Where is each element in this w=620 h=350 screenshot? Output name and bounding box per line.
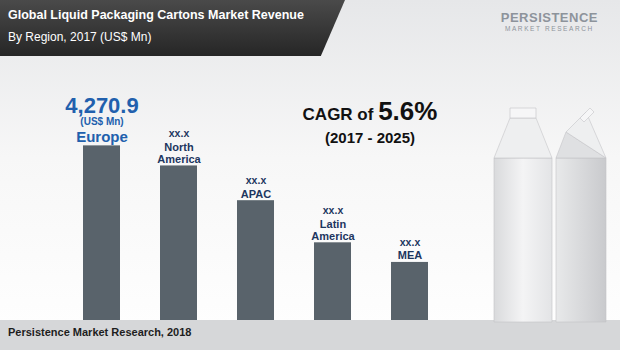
html-text:MARKET RESEARCH: MARKET RESEARCH (504, 25, 594, 32)
svg-text:xx.x: xx.x (169, 127, 190, 139)
svg-text:MEA: MEA (398, 249, 423, 261)
svg-text:xx.x: xx.x (246, 174, 267, 186)
html-text:CAGR of5.6%: CAGR of5.6% (302, 96, 438, 126)
html-text:Persistence Market Research, 2: Persistence Market Research, 2018 (8, 326, 192, 338)
svg-text:NorthAmerica: NorthAmerica (157, 141, 201, 165)
svg-text:xx.x: xx.x (400, 236, 421, 248)
html-text:Global Liquid Packaging Carton: Global Liquid Packaging Cartons Market R… (8, 8, 304, 22)
svg-text:(US$ Mn): (US$ Mn) (80, 115, 124, 127)
svg-text:LatinAmerica: LatinAmerica (311, 218, 355, 242)
svg-text:4,270.9: 4,270.9 (65, 93, 138, 118)
html-text:(2017 - 2025): (2017 - 2025) (325, 129, 415, 146)
svg-text:APAC: APAC (241, 188, 271, 200)
html-text:PERSISTENCE: PERSISTENCE (500, 10, 598, 25)
html-text:By Region, 2017 (US$ Mn): By Region, 2017 (US$ Mn) (8, 30, 152, 44)
svg-text:Europe: Europe (76, 128, 128, 145)
svg-text:xx.x: xx.x (323, 204, 344, 216)
